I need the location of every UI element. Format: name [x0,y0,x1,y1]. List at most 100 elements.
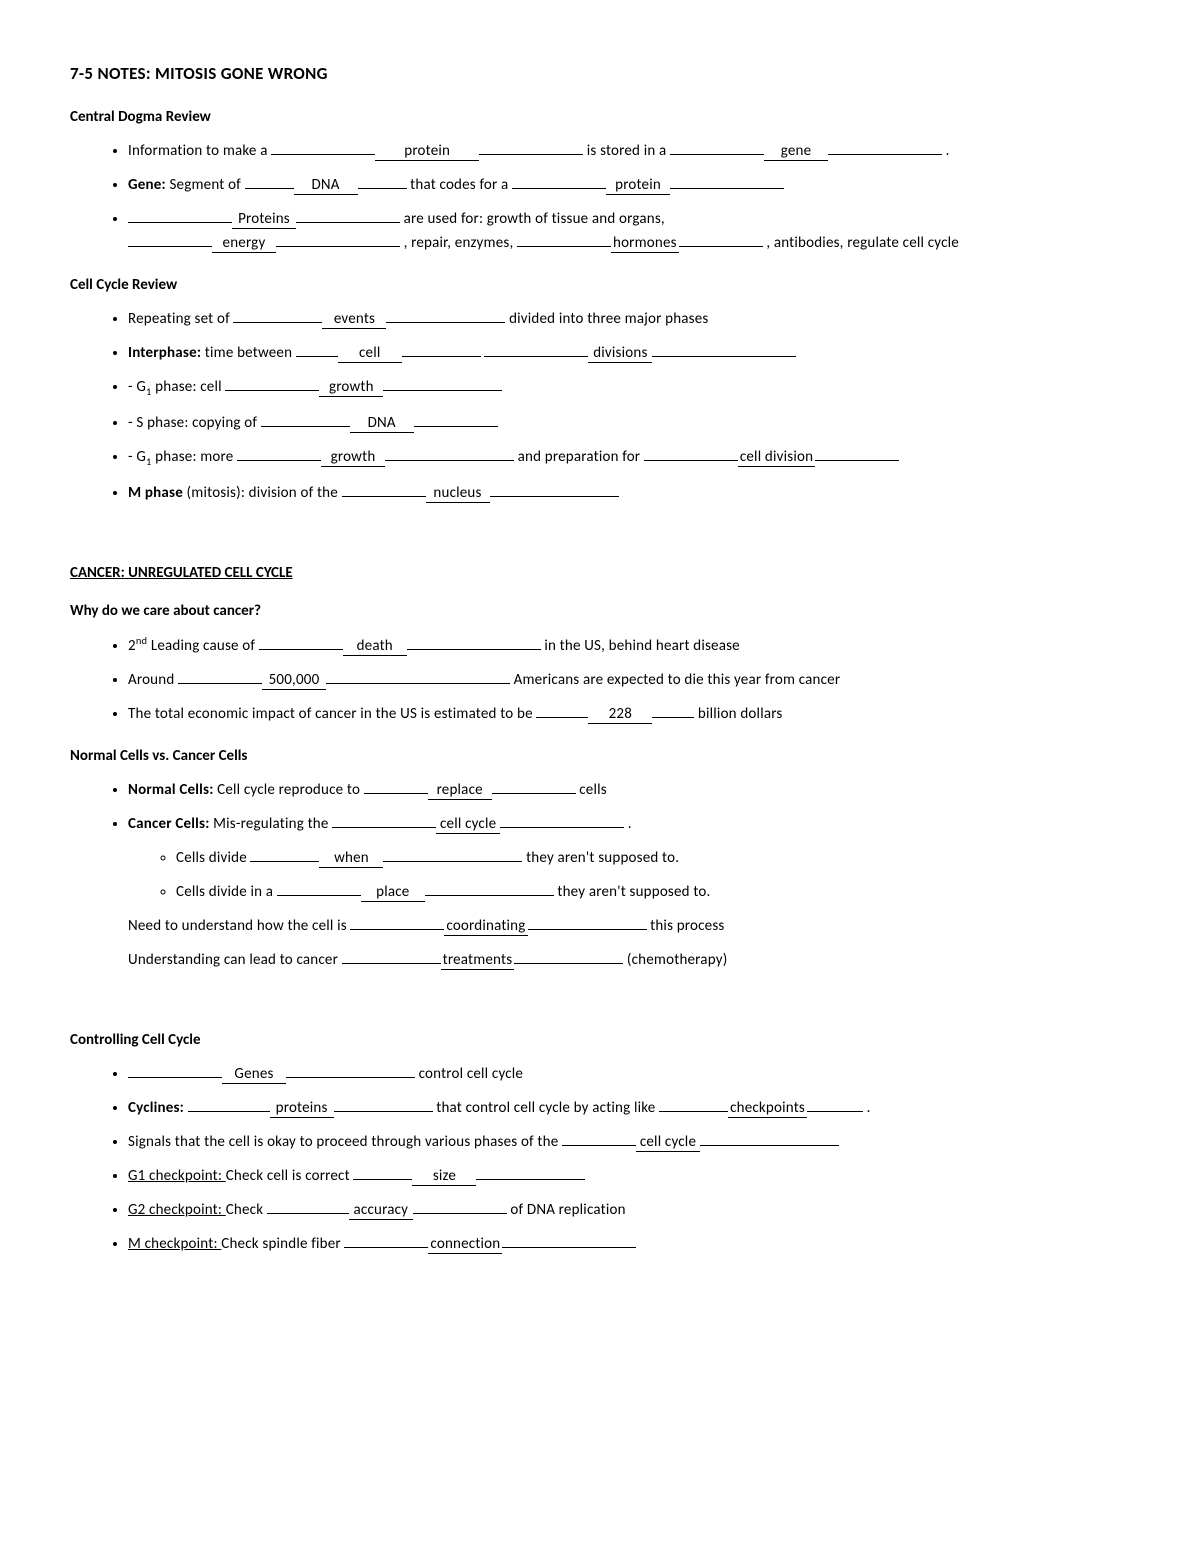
blank-answer: replace [428,781,492,800]
blank-answer: size [412,1167,476,1186]
text: Americans are expected to die this year … [514,671,841,689]
text: , antibodies, regulate cell cycle [766,234,959,252]
superscript: nd [136,634,147,647]
blank-answer: nucleus [426,484,490,503]
blank-answer: cell cycle [436,815,500,834]
text: Check spindle fiber [221,1235,344,1253]
blank-answer: DNA [294,176,358,195]
blank-tail [700,1145,839,1146]
blank-tail [476,1179,585,1180]
list-item: - S phase: copying of DNA [128,411,1130,435]
list-item: Proteins are used for: growth of tissue … [128,207,1130,255]
blank-tail [500,827,624,828]
text: Need to understand how the cell is [128,917,350,935]
blank-answer: energy [212,234,276,253]
blank-lead [350,929,444,930]
text: Mis-regulating the [213,815,332,833]
blank-answer: cell division [738,448,815,467]
blank-answer: growth [319,378,383,397]
text: Understanding can lead to cancer [128,951,342,969]
blank-tail [514,963,623,964]
text: Segment of [169,176,244,194]
list-item: - G1 phase: cell growth [128,375,1130,401]
blank-lead [670,154,764,155]
text: they aren't supposed to. [526,849,679,867]
blank-lead [245,188,294,189]
blank-tail [652,717,694,718]
subscript: 1 [146,455,152,468]
blank-lead [128,222,232,223]
blank-answer: divisions [588,344,652,363]
blank-lead [342,496,426,497]
blank-tail [383,390,502,391]
blank-answer: place [361,883,425,902]
list-item: Normal Cells: Cell cycle reproduce to re… [128,778,1130,802]
list-item: The total economic impact of cancer in t… [128,702,1130,726]
text: . [867,1099,871,1117]
label-m-checkpoint: M checkpoint: [128,1235,221,1253]
text: cells [579,781,607,799]
blank-tail [296,222,400,223]
blank-lead [233,322,322,323]
text: that control cell cycle by acting like [436,1099,659,1117]
text: - G [128,448,146,466]
blank-tail [383,861,522,862]
blank-answer: Genes [222,1065,286,1084]
line: Understanding can lead to cancer treatme… [128,948,1130,972]
blank-tail [402,356,481,357]
text: - S phase: copying of [128,414,261,432]
blank-lead [188,1111,270,1112]
text: phase: cell [155,378,225,396]
label-gene: Gene: [128,176,166,194]
blank-tail [286,1077,415,1078]
blank-answer: coordinating [444,917,527,936]
list-item: Cyclines: proteins that control cell cyc… [128,1096,1130,1120]
blank-lead [225,390,319,391]
blank-answer: DNA [350,414,414,433]
cancer-sublist: Cells divide when they aren't supposed t… [128,846,1130,904]
section-why-cancer-title: Why do we care about cancer? [70,599,1130,623]
blank-answer: protein [375,142,479,161]
blank-lead [644,460,738,461]
blank-answer: 500,000 [262,671,326,690]
blank-tail [492,793,576,794]
blank-lead [128,1077,222,1078]
blank-tail [425,895,554,896]
label-normal-cells: Normal Cells: [128,781,214,799]
text: are used for: growth of tissue and organ… [404,210,665,228]
blank-tail [479,154,583,155]
blank-lead [178,683,262,684]
label-g2-checkpoint: G2 checkpoint: [128,1201,226,1219]
blank-tail [414,426,498,427]
document-page: 7-5 NOTES: MITOSIS GONE WRONG Central Do… [70,60,1130,1256]
blank-lead [344,1247,428,1248]
blank-lead [250,861,319,862]
blank-lead [267,1213,349,1214]
blank-lead [562,1145,636,1146]
blank-lead [261,426,350,427]
text: billion dollars [698,705,783,723]
text: Cell cycle reproduce to [217,781,364,799]
blank-lead [237,460,321,461]
text: this process [650,917,724,935]
blank-tail [828,154,942,155]
blank-answer: accuracy [349,1201,413,1220]
cell-cycle-list: Repeating set of events divided into thr… [70,307,1130,505]
blank-lead [659,1111,728,1112]
text: Check [226,1201,267,1219]
blank-lead [271,154,375,155]
blank-lead [517,246,611,247]
blank-tail [413,1213,507,1214]
list-item: Information to make a protein is stored … [128,139,1130,163]
text: Repeating set of [128,310,233,328]
blank-tail [385,460,514,461]
list-item: M checkpoint: Check spindle fiber connec… [128,1232,1130,1256]
text: control cell cycle [419,1065,524,1083]
blank-lead [296,356,338,357]
blank-tail [334,1111,433,1112]
list-item: Signals that the cell is okay to proceed… [128,1130,1130,1154]
blank-tail [670,188,784,189]
text: and preparation for [518,448,644,466]
blank-answer: connection [428,1235,502,1254]
text: they aren't supposed to. [557,883,710,901]
